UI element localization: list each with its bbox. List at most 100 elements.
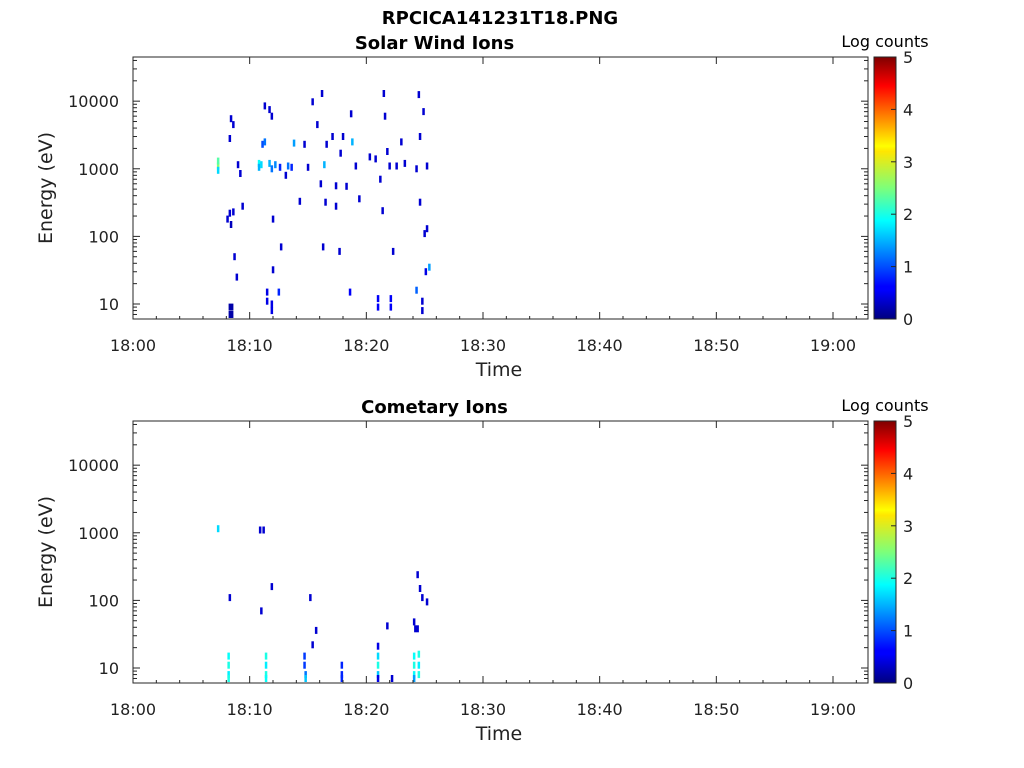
solar-wind-data-cell: [260, 161, 263, 169]
solar-wind-data-cell: [257, 159, 261, 167]
cometary-y-tick-label: 10000: [68, 456, 119, 475]
solar-wind-data-cell: [428, 263, 431, 271]
solar-wind-colorbar-tick-label: 5: [903, 48, 913, 67]
solar-wind-data-cell: [216, 157, 220, 165]
solar-wind-data-cell: [321, 243, 325, 251]
cometary-data-cell: [418, 585, 422, 592]
cometary-data-cell: [227, 675, 230, 682]
solar-wind-data-cell: [241, 202, 244, 210]
cometary-colorbar-tick-label: 0: [903, 674, 913, 693]
cometary-data-cell: [376, 652, 380, 660]
solar-wind-data-cell: [311, 98, 314, 106]
cometary-colorbar-tick-label: 3: [903, 517, 913, 536]
solar-wind-data-cell: [274, 161, 277, 169]
cometary-plot-frame: [132, 420, 869, 684]
cometary-colorbar-tick-label: 4: [903, 464, 913, 483]
solar-wind-data-cell: [216, 162, 220, 170]
cometary-data-cell: [421, 594, 424, 602]
solar-wind-data-cell: [278, 163, 282, 171]
solar-wind-data-cell: [339, 149, 342, 157]
solar-wind-data-cell: [230, 303, 234, 311]
solar-wind-data-cell: [279, 243, 283, 251]
solar-wind-data-cell: [389, 295, 393, 303]
solar-wind-data-cell: [425, 225, 429, 233]
cometary-data-cell: [386, 622, 389, 630]
cometary-data-cell: [340, 661, 344, 669]
solar-wind-data-cell: [232, 121, 235, 129]
solar-wind-data-cell: [228, 311, 232, 318]
solar-wind-plot-area: [133, 57, 868, 319]
solar-wind-data-cell: [331, 133, 334, 140]
cometary-data-cell: [376, 642, 380, 650]
cometary-data-cell: [390, 675, 394, 682]
cometary-panel-title: Cometary Ions: [361, 397, 508, 418]
solar-wind-data-cell: [424, 268, 428, 276]
solar-wind-data-cell: [303, 140, 306, 148]
solar-wind-colorbar-tick-label: 1: [903, 258, 913, 277]
solar-wind-x-axis-label: Time: [475, 359, 523, 381]
solar-wind-data-cell: [388, 162, 391, 170]
solar-wind-colorbar-tick-label: 0: [903, 310, 913, 329]
cometary-data-cell: [216, 525, 220, 533]
solar-wind-data-cell: [354, 162, 358, 170]
solar-wind-data-cell: [229, 115, 233, 123]
solar-wind-data-cell: [418, 198, 422, 206]
cometary-data-cell: [412, 661, 416, 669]
cometary-data-cell: [417, 661, 421, 669]
cometary-data-cell: [228, 594, 232, 602]
cometary-data-cell: [264, 652, 268, 660]
solar-wind-x-tick-label: 18:50: [693, 336, 739, 355]
solar-wind-data-cell: [325, 140, 328, 148]
solar-wind-data-cell: [239, 170, 242, 177]
solar-wind-data-cell: [261, 140, 264, 148]
cometary-y-tick-label: 10: [99, 659, 119, 678]
solar-wind-data-cell: [338, 247, 341, 255]
solar-wind-data-cell: [358, 195, 361, 203]
cometary-data-cell: [414, 625, 417, 633]
cometary-data-cell: [227, 671, 230, 679]
solar-wind-y-tick-label: 1000: [78, 160, 119, 179]
solar-wind-data-cell: [235, 273, 239, 281]
solar-wind-data-cell: [263, 102, 267, 110]
cometary-colorbar-tick-label: 1: [903, 622, 913, 641]
solar-wind-data-cell: [229, 221, 233, 228]
solar-wind-data-cell: [383, 112, 387, 120]
solar-wind-data-cell: [323, 161, 326, 169]
solar-wind-data-cell: [268, 106, 271, 114]
solar-wind-data-cell: [228, 303, 232, 311]
cometary-y-tick-label: 100: [88, 591, 119, 610]
solar-wind-data-cell: [320, 90, 324, 97]
solar-wind-data-cell: [334, 202, 338, 210]
cometary-data-cell: [412, 671, 416, 679]
figure-title: RPCICA141231T18.PNG: [382, 8, 618, 29]
cometary-data-cell: [304, 671, 307, 679]
cometary-data-cell: [264, 661, 268, 669]
solar-wind-data-cell: [422, 108, 425, 116]
solar-wind-data-cell: [417, 91, 421, 99]
solar-wind-data-cell: [351, 138, 354, 146]
solar-wind-data-cell: [415, 286, 418, 294]
solar-wind-data-cell: [425, 162, 429, 170]
solar-wind-data-cell: [348, 288, 352, 296]
solar-wind-data-cell: [306, 163, 310, 171]
solar-wind-x-tick-label: 18:20: [343, 336, 389, 355]
cometary-plot-area: [133, 421, 868, 683]
solar-wind-colorbar-tick-label: 2: [903, 205, 913, 224]
cometary-data-cell: [417, 671, 421, 679]
solar-wind-data-cell: [263, 138, 267, 146]
solar-wind-data-cell: [271, 215, 275, 223]
solar-wind-data-cell: [270, 112, 274, 120]
solar-wind-data-cell: [265, 288, 269, 296]
solar-wind-data-cell: [423, 230, 426, 238]
solar-wind-data-cell: [298, 197, 302, 205]
solar-wind-data-cell: [389, 303, 393, 311]
cometary-data-cell: [270, 583, 274, 591]
cometary-x-tick-label: 18:30: [460, 700, 506, 719]
cometary-data-cell: [227, 652, 230, 660]
cometary-data-cell: [303, 661, 306, 669]
cometary-colorbar-tick-label: 5: [903, 412, 913, 431]
cometary-data-cell: [412, 652, 416, 660]
cometary-data-cell: [412, 675, 416, 682]
cometary-data-cell: [340, 671, 344, 679]
cometary-data-cell: [425, 598, 429, 606]
